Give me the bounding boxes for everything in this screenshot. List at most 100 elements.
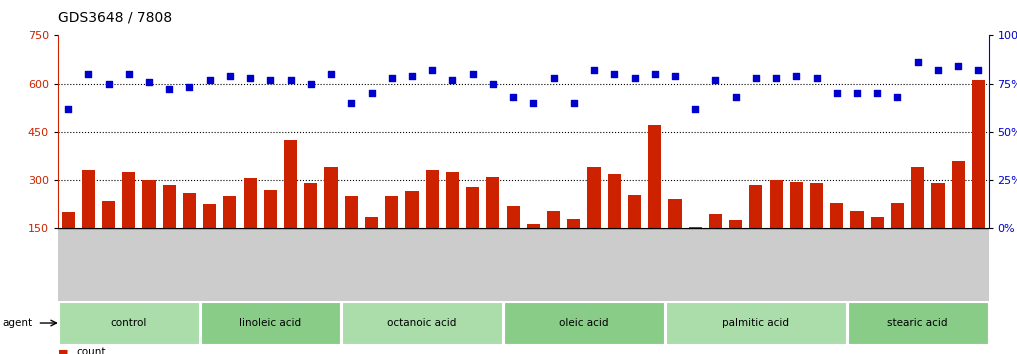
Point	[283, 77, 299, 82]
Bar	[506, 206, 520, 276]
Bar	[284, 140, 297, 276]
Bar	[466, 187, 479, 276]
Bar	[365, 217, 378, 276]
Bar	[952, 161, 965, 276]
Bar	[689, 227, 702, 276]
Point	[586, 67, 602, 73]
Point	[626, 75, 643, 81]
Bar	[848, 302, 988, 344]
Bar	[891, 202, 904, 276]
Bar	[304, 183, 317, 276]
Point	[323, 71, 340, 77]
Bar	[871, 217, 884, 276]
Bar	[342, 302, 502, 344]
Point	[545, 75, 561, 81]
Point	[383, 75, 400, 81]
Bar	[709, 214, 722, 276]
Bar	[183, 193, 196, 276]
Bar	[911, 167, 924, 276]
Point	[870, 90, 886, 96]
Bar	[608, 174, 620, 276]
Bar	[102, 201, 115, 276]
Point	[181, 85, 197, 90]
Bar	[122, 172, 135, 276]
Bar	[263, 190, 277, 276]
Bar	[627, 195, 641, 276]
Bar	[385, 196, 399, 276]
Point	[768, 75, 784, 81]
Bar	[850, 211, 863, 276]
Point	[565, 100, 582, 106]
Text: control: control	[111, 318, 147, 328]
Point	[950, 63, 966, 69]
Text: ■: ■	[58, 349, 68, 354]
Bar	[244, 178, 256, 276]
Bar	[648, 125, 661, 276]
Bar	[830, 202, 843, 276]
Bar	[406, 192, 419, 276]
Bar	[224, 196, 237, 276]
Bar	[345, 196, 358, 276]
Text: linoleic acid: linoleic acid	[239, 318, 301, 328]
Bar	[504, 302, 664, 344]
Point	[242, 75, 258, 81]
Point	[829, 90, 845, 96]
Bar	[810, 183, 823, 276]
Text: palmitic acid: palmitic acid	[722, 318, 789, 328]
Bar	[142, 180, 156, 276]
Point	[505, 94, 522, 100]
Text: stearic acid: stearic acid	[888, 318, 948, 328]
Point	[525, 100, 541, 106]
Bar	[527, 223, 540, 276]
Point	[606, 71, 622, 77]
Point	[647, 71, 663, 77]
Point	[889, 94, 905, 100]
Point	[788, 73, 804, 79]
Bar	[668, 199, 681, 276]
Point	[809, 75, 825, 81]
Point	[363, 90, 379, 96]
Point	[909, 59, 925, 65]
Bar	[445, 172, 459, 276]
Point	[424, 67, 440, 73]
Bar	[932, 183, 945, 276]
Bar	[567, 219, 581, 276]
Point	[970, 67, 986, 73]
Text: count: count	[76, 347, 106, 354]
Bar	[59, 302, 198, 344]
Bar	[203, 204, 217, 276]
Point	[465, 71, 481, 77]
Bar	[588, 167, 601, 276]
Text: agent: agent	[2, 318, 33, 328]
Bar	[770, 180, 783, 276]
Point	[727, 94, 743, 100]
Bar	[163, 185, 176, 276]
Bar	[666, 302, 846, 344]
Point	[201, 77, 218, 82]
Bar	[790, 182, 802, 276]
Bar	[547, 211, 560, 276]
Point	[747, 75, 764, 81]
Bar	[750, 185, 763, 276]
Bar	[81, 171, 95, 276]
Bar	[729, 220, 742, 276]
Point	[849, 90, 865, 96]
Text: GDS3648 / 7808: GDS3648 / 7808	[58, 11, 172, 25]
Point	[404, 73, 420, 79]
Bar	[324, 167, 338, 276]
Point	[687, 106, 704, 112]
Bar	[972, 80, 985, 276]
Bar	[61, 212, 74, 276]
Point	[667, 73, 683, 79]
Point	[343, 100, 359, 106]
Point	[161, 87, 177, 92]
Bar	[200, 302, 340, 344]
Point	[485, 81, 501, 86]
Point	[707, 77, 723, 82]
Point	[444, 77, 461, 82]
Point	[60, 106, 76, 112]
Point	[262, 77, 279, 82]
Point	[141, 79, 158, 85]
Text: oleic acid: oleic acid	[559, 318, 609, 328]
Point	[222, 73, 238, 79]
